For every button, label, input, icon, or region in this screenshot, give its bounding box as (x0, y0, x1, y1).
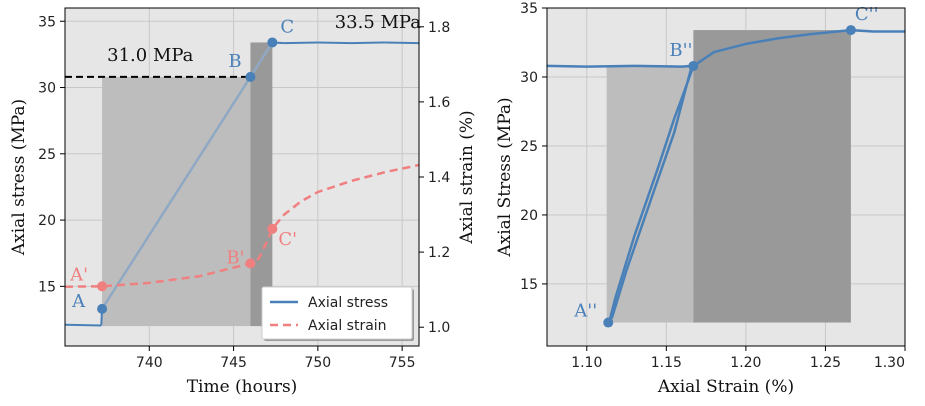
right-axis-tick-label: 1.4 (428, 170, 450, 186)
right-x-ticks: 1.10 1.15 1.20 1.25 1.30 (571, 346, 906, 371)
left-shaded-regions (102, 42, 273, 327)
marker-point (688, 60, 699, 71)
legend-entry: Axial stress (308, 295, 388, 311)
value-annotation: 33.5 MPa (335, 12, 422, 33)
left-y-tick-label: 35 (38, 14, 56, 30)
left-x-tick-label: 745 (220, 355, 247, 371)
left-shaded-region-2 (250, 42, 273, 327)
right-chart: A'' B'' C'' 1.10 1.15 1.20 1.25 1.30 15 20 25 30 3… (495, 1, 906, 397)
marker-point (97, 281, 108, 292)
left-x-tick-label: 740 (136, 355, 163, 371)
marker-label: A' (69, 264, 88, 285)
marker-label: A (71, 291, 86, 312)
stress-line-segment (351, 41, 386, 45)
right-y-ticks: 15 20 25 30 35 (520, 1, 547, 293)
right-y-tick-label: 30 (520, 70, 538, 86)
stress-line-segment (284, 41, 318, 45)
left-chart: A B C A' B' C' 740 745 750 755 15 20 25 30 35 1.0 1.2… (9, 7, 477, 397)
right-x-tick-label: 1.15 (651, 355, 682, 371)
left-x-tick-label: 755 (389, 355, 416, 371)
left-series (64, 41, 420, 327)
value-annotation: 31.0 MPa (107, 45, 194, 66)
right-y-tick-label: 20 (520, 208, 538, 224)
marker-label: B' (226, 247, 244, 268)
right-axis-tick-label: 1.0 (428, 320, 450, 336)
strain-line (64, 163, 420, 288)
marker-point (245, 258, 256, 269)
legend-box (261, 286, 413, 340)
marker-label: B (228, 51, 241, 72)
stress-line-segment (64, 323, 102, 327)
left-y-tick-label: 30 (38, 81, 56, 97)
marker-point (267, 223, 278, 234)
legend: Axial stress Axial strain (261, 286, 414, 341)
marker-label: B'' (669, 40, 692, 61)
marker-point (245, 71, 256, 82)
marker-point (267, 37, 278, 48)
right-x-tick-label: 1.25 (810, 355, 841, 371)
right-shaded-regions (606, 30, 851, 323)
left-shaded-region-1 (102, 76, 251, 327)
stress-line-segment (249, 41, 274, 78)
right-markers: A'' B'' C'' (573, 4, 879, 328)
left-markers: A B C A' B' C' (69, 16, 297, 314)
left-right-y-ticks: 1.0 1.2 1.4 1.6 1.8 (419, 20, 450, 336)
left-x-ticks: 740 745 750 755 (136, 346, 416, 371)
left-y-axis-label: Axial stress (MPa) (9, 99, 29, 256)
right-y-tick-label: 25 (520, 139, 538, 155)
stress-line-segment (101, 76, 252, 310)
right-shaded-region-2 (693, 30, 851, 323)
right-x-axis-label: Axial Strain (%) (657, 377, 794, 397)
left-y-ticks: 15 20 25 30 35 (38, 14, 65, 295)
right-axis-tick-label: 1.8 (428, 20, 450, 36)
marker-point (603, 317, 614, 328)
stress-line-segment (385, 41, 420, 45)
right-axis-tick-label: 1.2 (428, 245, 450, 261)
left-y-tick-label: 20 (38, 213, 56, 229)
legend-entry: Axial strain (308, 318, 387, 334)
marker-point (845, 25, 856, 36)
left-y-tick-label: 15 (38, 279, 56, 295)
marker-label: A'' (573, 301, 597, 322)
right-plot-frame (546, 7, 906, 347)
right-x-tick-label: 1.20 (730, 355, 761, 371)
marker-label: C' (278, 229, 297, 250)
left-annotations: 31.0 MPa 33.5 MPa (107, 12, 421, 66)
right-x-tick-label: 1.10 (571, 355, 602, 371)
stress-line-segment (317, 41, 352, 45)
right-axis-tick-label: 1.6 (428, 95, 450, 111)
right-y-tick-label: 15 (520, 277, 538, 293)
left-right-y-axis-label: Axial strain (%) (457, 110, 477, 244)
left-x-axis-label: Time (hours) (187, 377, 298, 397)
left-x-tick-label: 750 (304, 355, 331, 371)
left-y-tick-label: 25 (38, 147, 56, 163)
marker-label: C (280, 16, 294, 37)
marker-point (97, 303, 108, 314)
right-x-tick-label: 1.30 (874, 355, 905, 371)
right-y-tick-label: 35 (520, 1, 538, 17)
right-y-axis-label: Axial Stress (MPa) (495, 97, 515, 257)
marker-label: C'' (855, 4, 879, 25)
